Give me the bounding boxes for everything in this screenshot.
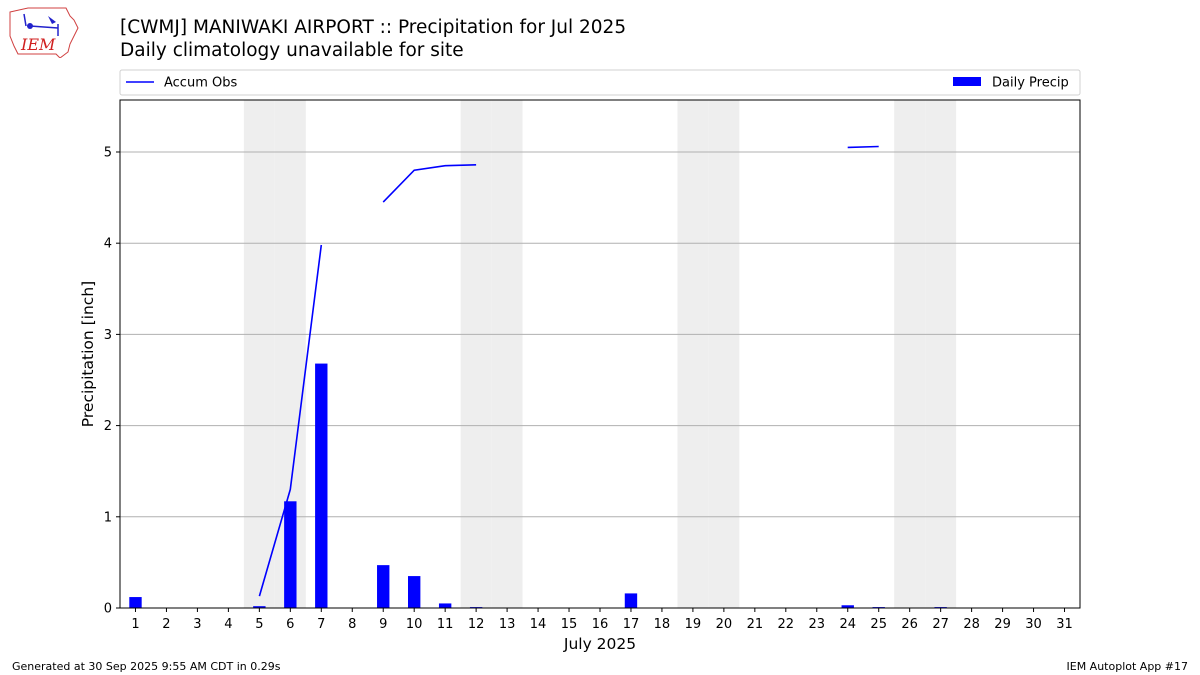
x-tick-label: 14 <box>530 617 547 632</box>
app-note: IEM Autoplot App #17 <box>1066 660 1189 673</box>
precip-bar <box>408 576 421 608</box>
x-tick-label: 18 <box>654 617 671 632</box>
weekend-band <box>460 100 492 608</box>
precip-bar <box>129 597 142 608</box>
precip-bar <box>841 605 854 608</box>
y-tick-label: 3 <box>104 328 112 343</box>
x-tick-label: 15 <box>561 617 578 632</box>
x-tick-label: 2 <box>162 617 170 632</box>
y-tick-label: 0 <box>104 602 112 617</box>
x-tick-label: 27 <box>932 617 949 632</box>
chart-subtitle: Daily climatology unavailable for site <box>120 40 464 61</box>
x-tick-label: 30 <box>1025 617 1042 632</box>
x-tick-label: 29 <box>994 617 1011 632</box>
x-tick-label: 9 <box>379 617 387 632</box>
x-tick-label: 24 <box>839 617 856 632</box>
x-tick-label: 28 <box>963 617 980 632</box>
x-tick-label: 4 <box>224 617 232 632</box>
logo-text: IEM <box>20 35 56 54</box>
x-tick-label: 22 <box>778 617 795 632</box>
accum-line <box>847 145 879 149</box>
x-tick-label: 7 <box>317 617 325 632</box>
x-tick-label: 23 <box>809 617 826 632</box>
x-tick-label: 16 <box>592 617 609 632</box>
y-tick-label: 2 <box>104 419 112 434</box>
generated-note: Generated at 30 Sep 2025 9:55 AM CDT in … <box>12 660 281 673</box>
x-tick-label: 11 <box>437 617 454 632</box>
y-tick-label: 5 <box>104 145 112 160</box>
accum-line <box>382 164 477 203</box>
legend-label-daily-precip: Daily Precip <box>992 76 1069 91</box>
precip-bar <box>284 501 297 608</box>
y-tick-label: 4 <box>104 237 112 252</box>
x-tick-label: 3 <box>193 617 201 632</box>
x-tick-label: 12 <box>468 617 485 632</box>
precip-bar <box>253 606 266 608</box>
chart-title: [CWMJ] MANIWAKI AIRPORT :: Precipitation… <box>120 17 627 38</box>
x-tick-label: 6 <box>286 617 294 632</box>
weekend-band <box>491 100 523 608</box>
y-axis-label: Precipitation [inch] <box>79 281 97 427</box>
x-tick-label: 1 <box>131 617 139 632</box>
precip-bar <box>315 363 328 608</box>
precip-bar <box>624 593 638 608</box>
weekend-band <box>677 100 709 608</box>
precip-bar <box>377 565 390 608</box>
x-axis-label: July 2025 <box>563 635 636 653</box>
weekend-band <box>243 100 275 608</box>
accum-line <box>258 244 323 597</box>
legend-bar-swatch <box>953 77 981 86</box>
legend-box <box>119 69 1081 96</box>
x-tick-label: 31 <box>1056 617 1073 632</box>
x-tick-label: 25 <box>870 617 887 632</box>
precip-bar <box>438 603 452 608</box>
x-tick-label: 21 <box>747 617 764 632</box>
x-tick-label: 17 <box>623 617 640 632</box>
weekend-band <box>708 100 740 608</box>
legend-label-accum-obs: Accum Obs <box>164 76 237 91</box>
weekend-band <box>925 100 957 608</box>
x-tick-label: 13 <box>499 617 516 632</box>
x-tick-label: 26 <box>901 617 918 632</box>
x-tick-label: 20 <box>716 617 733 632</box>
weekend-band <box>894 100 926 608</box>
x-tick-label: 10 <box>406 617 423 632</box>
iem-logo: IEM <box>8 6 80 59</box>
y-tick-label: 1 <box>104 510 112 525</box>
x-tick-label: 8 <box>348 617 356 632</box>
x-tick-label: 5 <box>255 617 263 632</box>
x-tick-label: 19 <box>685 617 702 632</box>
